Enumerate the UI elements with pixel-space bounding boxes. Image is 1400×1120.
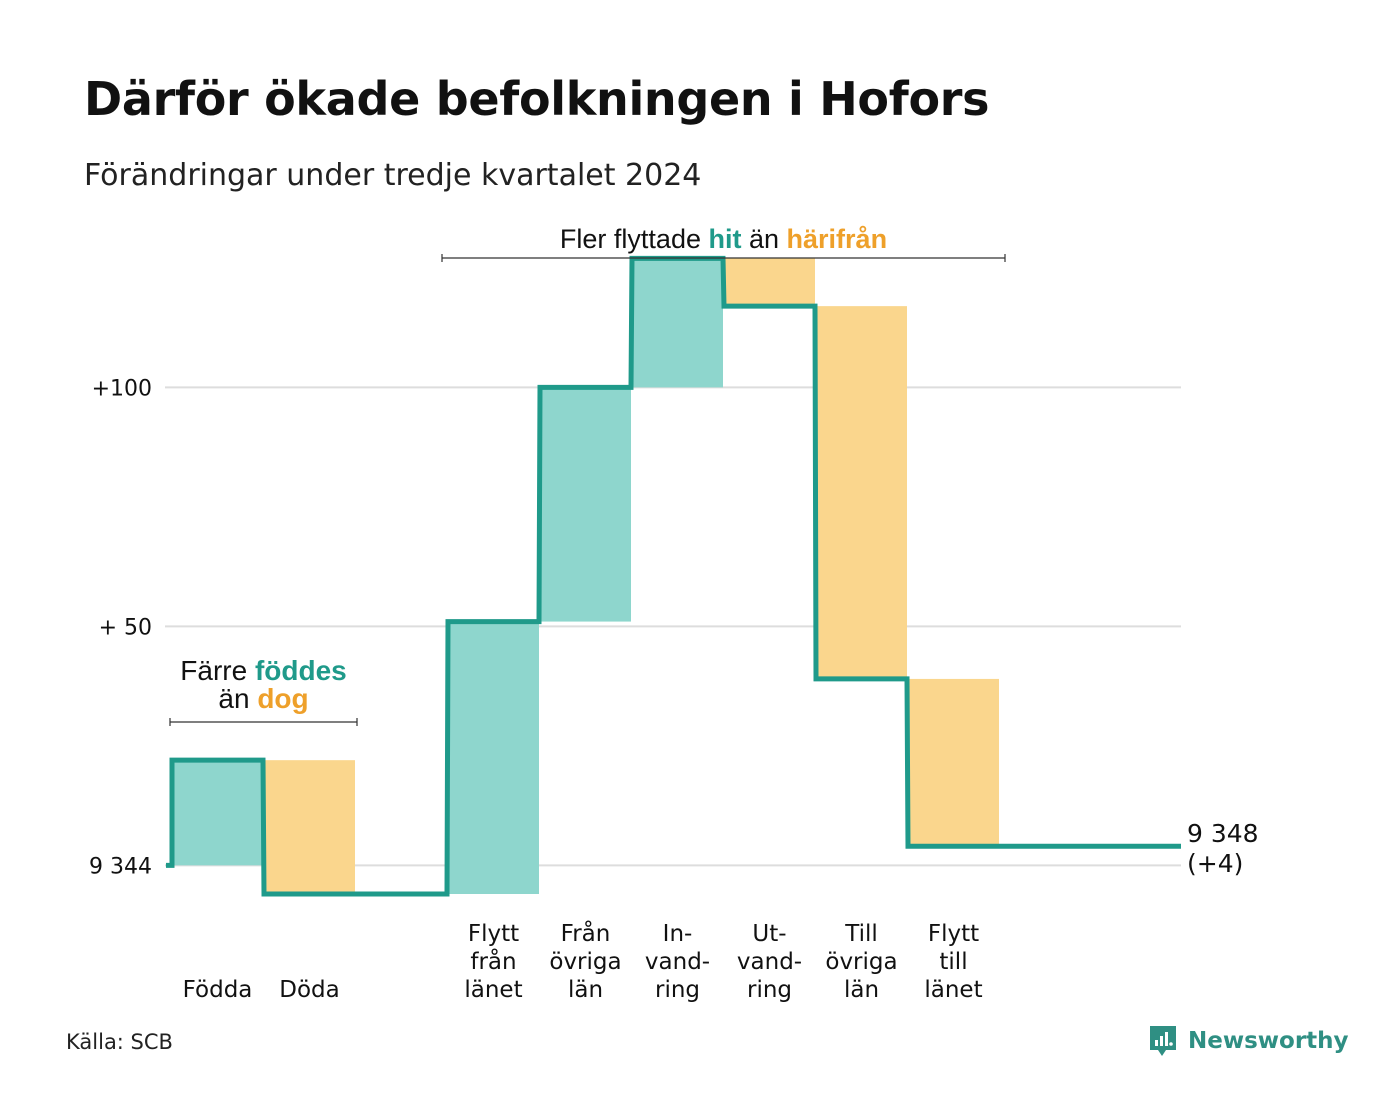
annotation-plain-span: än bbox=[741, 224, 786, 254]
x-tick-label: övriga bbox=[825, 949, 897, 975]
y-tick-label: 9 344 bbox=[89, 854, 152, 879]
x-axis-labels: Födda DödaFlyttfrånlänetFrånövrigalänIn-v… bbox=[183, 919, 983, 1003]
annotation-decrease-span: dog bbox=[257, 683, 308, 714]
x-tick-label: länet bbox=[464, 977, 522, 1003]
page-subtitle: Förändringar under tredje kvartalet 2024 bbox=[84, 158, 702, 193]
step-line bbox=[166, 255, 1181, 897]
annotation-decrease-span: härifrån bbox=[787, 224, 888, 254]
x-tick-label: vand- bbox=[645, 949, 710, 975]
bar bbox=[724, 258, 815, 307]
x-tick-label: Till bbox=[844, 921, 878, 947]
x-tick-label: Flytt bbox=[468, 921, 519, 947]
x-tick-label: från bbox=[470, 947, 516, 975]
annotation-text: Färre föddes bbox=[180, 655, 346, 686]
x-tick-label: övriga bbox=[549, 949, 621, 975]
end-label-group: 9 348(+4) bbox=[1187, 819, 1259, 878]
brand-name: Newsworthy bbox=[1188, 1028, 1349, 1054]
bar bbox=[632, 258, 723, 388]
bar bbox=[908, 678, 999, 847]
bar bbox=[172, 760, 263, 866]
y-axis-ticks: 9 344 + 50 +100 bbox=[89, 376, 152, 879]
x-tick-label: vand- bbox=[737, 949, 802, 975]
x-tick-label: ring bbox=[655, 977, 700, 1003]
annotation-plain-span: Färre bbox=[180, 655, 255, 686]
x-tick-label: Ut- bbox=[752, 921, 786, 947]
bar bbox=[448, 621, 539, 894]
newsworthy-logo-icon bbox=[1150, 1026, 1176, 1056]
x-tick-label: Flytt bbox=[928, 921, 979, 947]
source-note: Källa: SCB bbox=[66, 1030, 173, 1054]
page-title: Därför ökade befolkningen i Hofors bbox=[84, 72, 990, 126]
bar bbox=[264, 760, 355, 894]
x-tick-label: län bbox=[844, 977, 879, 1003]
bar bbox=[816, 306, 907, 679]
y-tick-label: +100 bbox=[92, 376, 152, 401]
x-tick-label: ring bbox=[747, 977, 792, 1003]
bars bbox=[172, 258, 999, 894]
x-tick-label: till bbox=[939, 949, 967, 975]
annotation-increase-span: hit bbox=[708, 224, 741, 254]
annotation-plain-span: än bbox=[218, 683, 257, 714]
step-line-group bbox=[166, 255, 1181, 897]
x-tick-label: Födda bbox=[183, 977, 253, 1003]
end-change-label: (+4) bbox=[1187, 849, 1243, 878]
x-tick-label: In- bbox=[663, 921, 693, 947]
x-tick-label: Från bbox=[561, 919, 611, 947]
x-tick-label: län bbox=[568, 977, 603, 1003]
brand: Newsworthy bbox=[1148, 1024, 1349, 1058]
annotation-text: än dog bbox=[218, 683, 308, 714]
x-tick-label: länet bbox=[924, 977, 982, 1003]
annotation-plain-span: Fler flyttade bbox=[560, 224, 709, 254]
bar bbox=[540, 387, 631, 622]
annotation-increase-span: föddes bbox=[255, 655, 347, 686]
x-tick-label: Döda bbox=[279, 977, 339, 1003]
y-tick-label: + 50 bbox=[99, 615, 152, 640]
annotation-text: Fler flyttade hit än härifrån bbox=[560, 224, 887, 254]
end-value-label: 9 348 bbox=[1187, 819, 1259, 848]
